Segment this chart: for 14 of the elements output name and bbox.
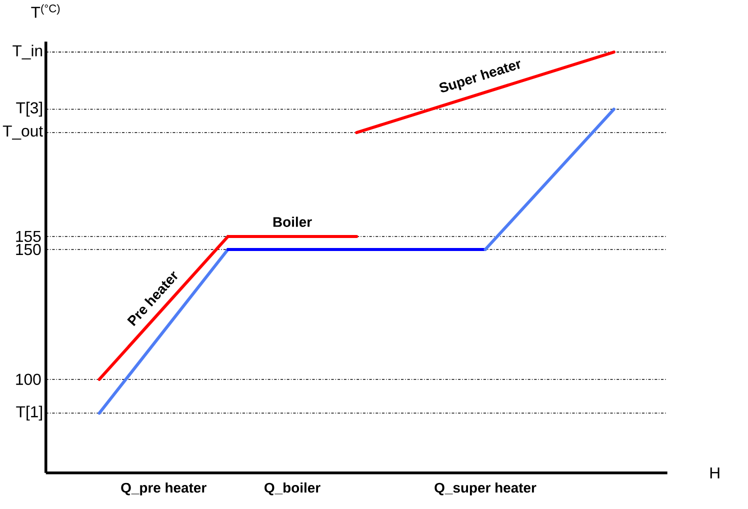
ref-line-label: T_in: [12, 44, 42, 60]
y-tick-label: 100: [16, 374, 41, 385]
y-axis-title: T$^{(°C)}$: [31, 4, 60, 18]
ref-line-label: T_out: [2, 126, 43, 140]
y-tick-label: 150: [16, 244, 41, 256]
y-tick-label: 155: [16, 230, 41, 242]
series-label: Boiler: [273, 216, 312, 227]
x-tick-label: Q_super heater: [434, 482, 536, 496]
text: Super heater: [439, 60, 520, 92]
x-tick-label: Q_pre heater: [121, 482, 206, 496]
ref-line-label: T[1]: [16, 406, 42, 421]
ref-line-label: T[3]: [16, 102, 42, 117]
x-tick-label: Q_boiler: [264, 482, 320, 496]
x-axis-title: H: [710, 467, 720, 478]
